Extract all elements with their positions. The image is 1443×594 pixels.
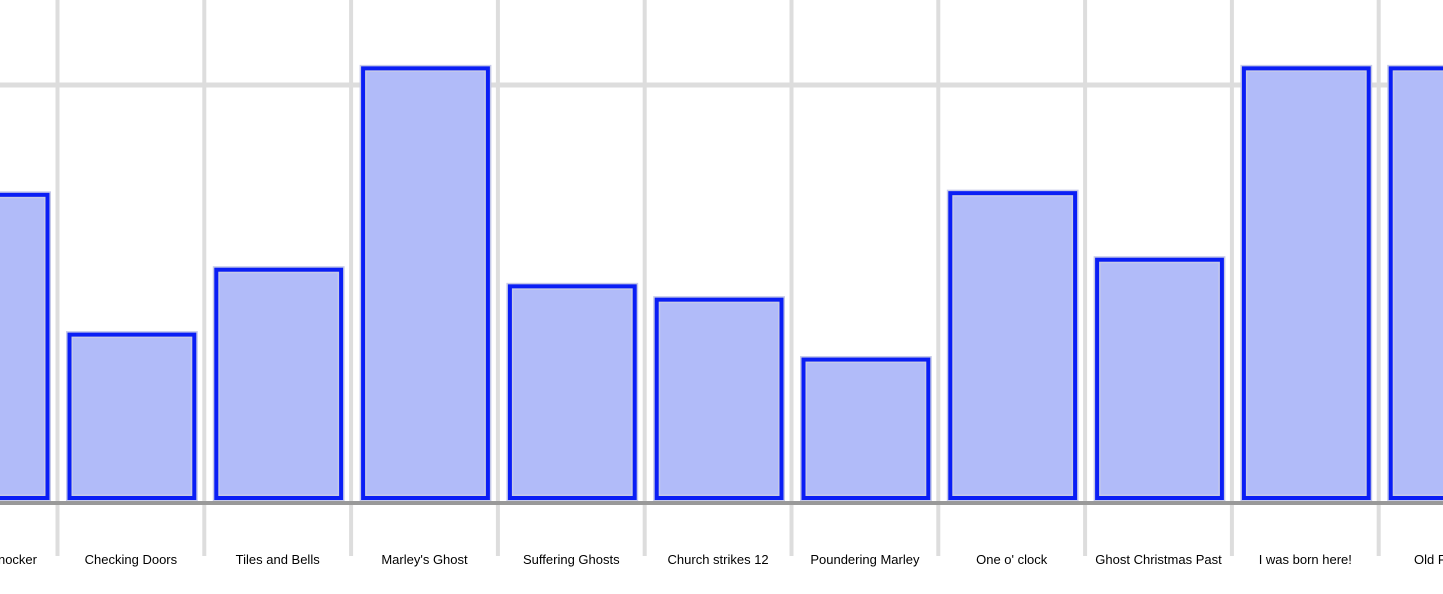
bar [948,191,1078,500]
bar [361,66,490,501]
x-tick-label: Tiles and Bells [236,552,321,567]
x-tick-label: Suffering Ghosts [523,552,620,567]
x-tick-label: Checking Doors [85,552,178,567]
bar [507,284,637,500]
bar-outline [1240,64,1373,502]
bar-outline [0,191,51,502]
bar-outline [1387,64,1443,502]
bar-outline [800,356,932,502]
bar-outline [506,282,639,502]
bar [1241,66,1371,501]
x-tick-label: nocker [0,552,38,567]
grid-layer [0,0,1443,556]
bar-outline [946,189,1079,502]
bar [214,267,344,501]
bar-layer [0,64,1443,502]
bar [67,332,197,500]
bar-outline [359,64,492,502]
label-layer: nocker Checking Doors Tiles and Bells Marle… [0,552,1443,567]
x-tick-label: Poundering Marley [810,552,920,567]
x-tick-label: One o' clock [976,552,1048,567]
bar [654,297,784,500]
x-tick-label: I was born here! [1259,552,1352,567]
bar-outline [1093,256,1226,502]
bar-outline [66,331,198,502]
x-tick-label: Church strikes 12 [668,552,769,567]
bar-outline [212,266,345,502]
x-tick-label: Marley's Ghost [381,552,468,567]
bar-outline [653,296,786,502]
x-tick-label: Ghost Christmas Past [1095,552,1222,567]
x-tick-label: Old F [1414,552,1443,567]
bar [0,192,50,500]
bar [1388,66,1443,501]
bar [1095,257,1224,500]
bar [801,357,931,500]
